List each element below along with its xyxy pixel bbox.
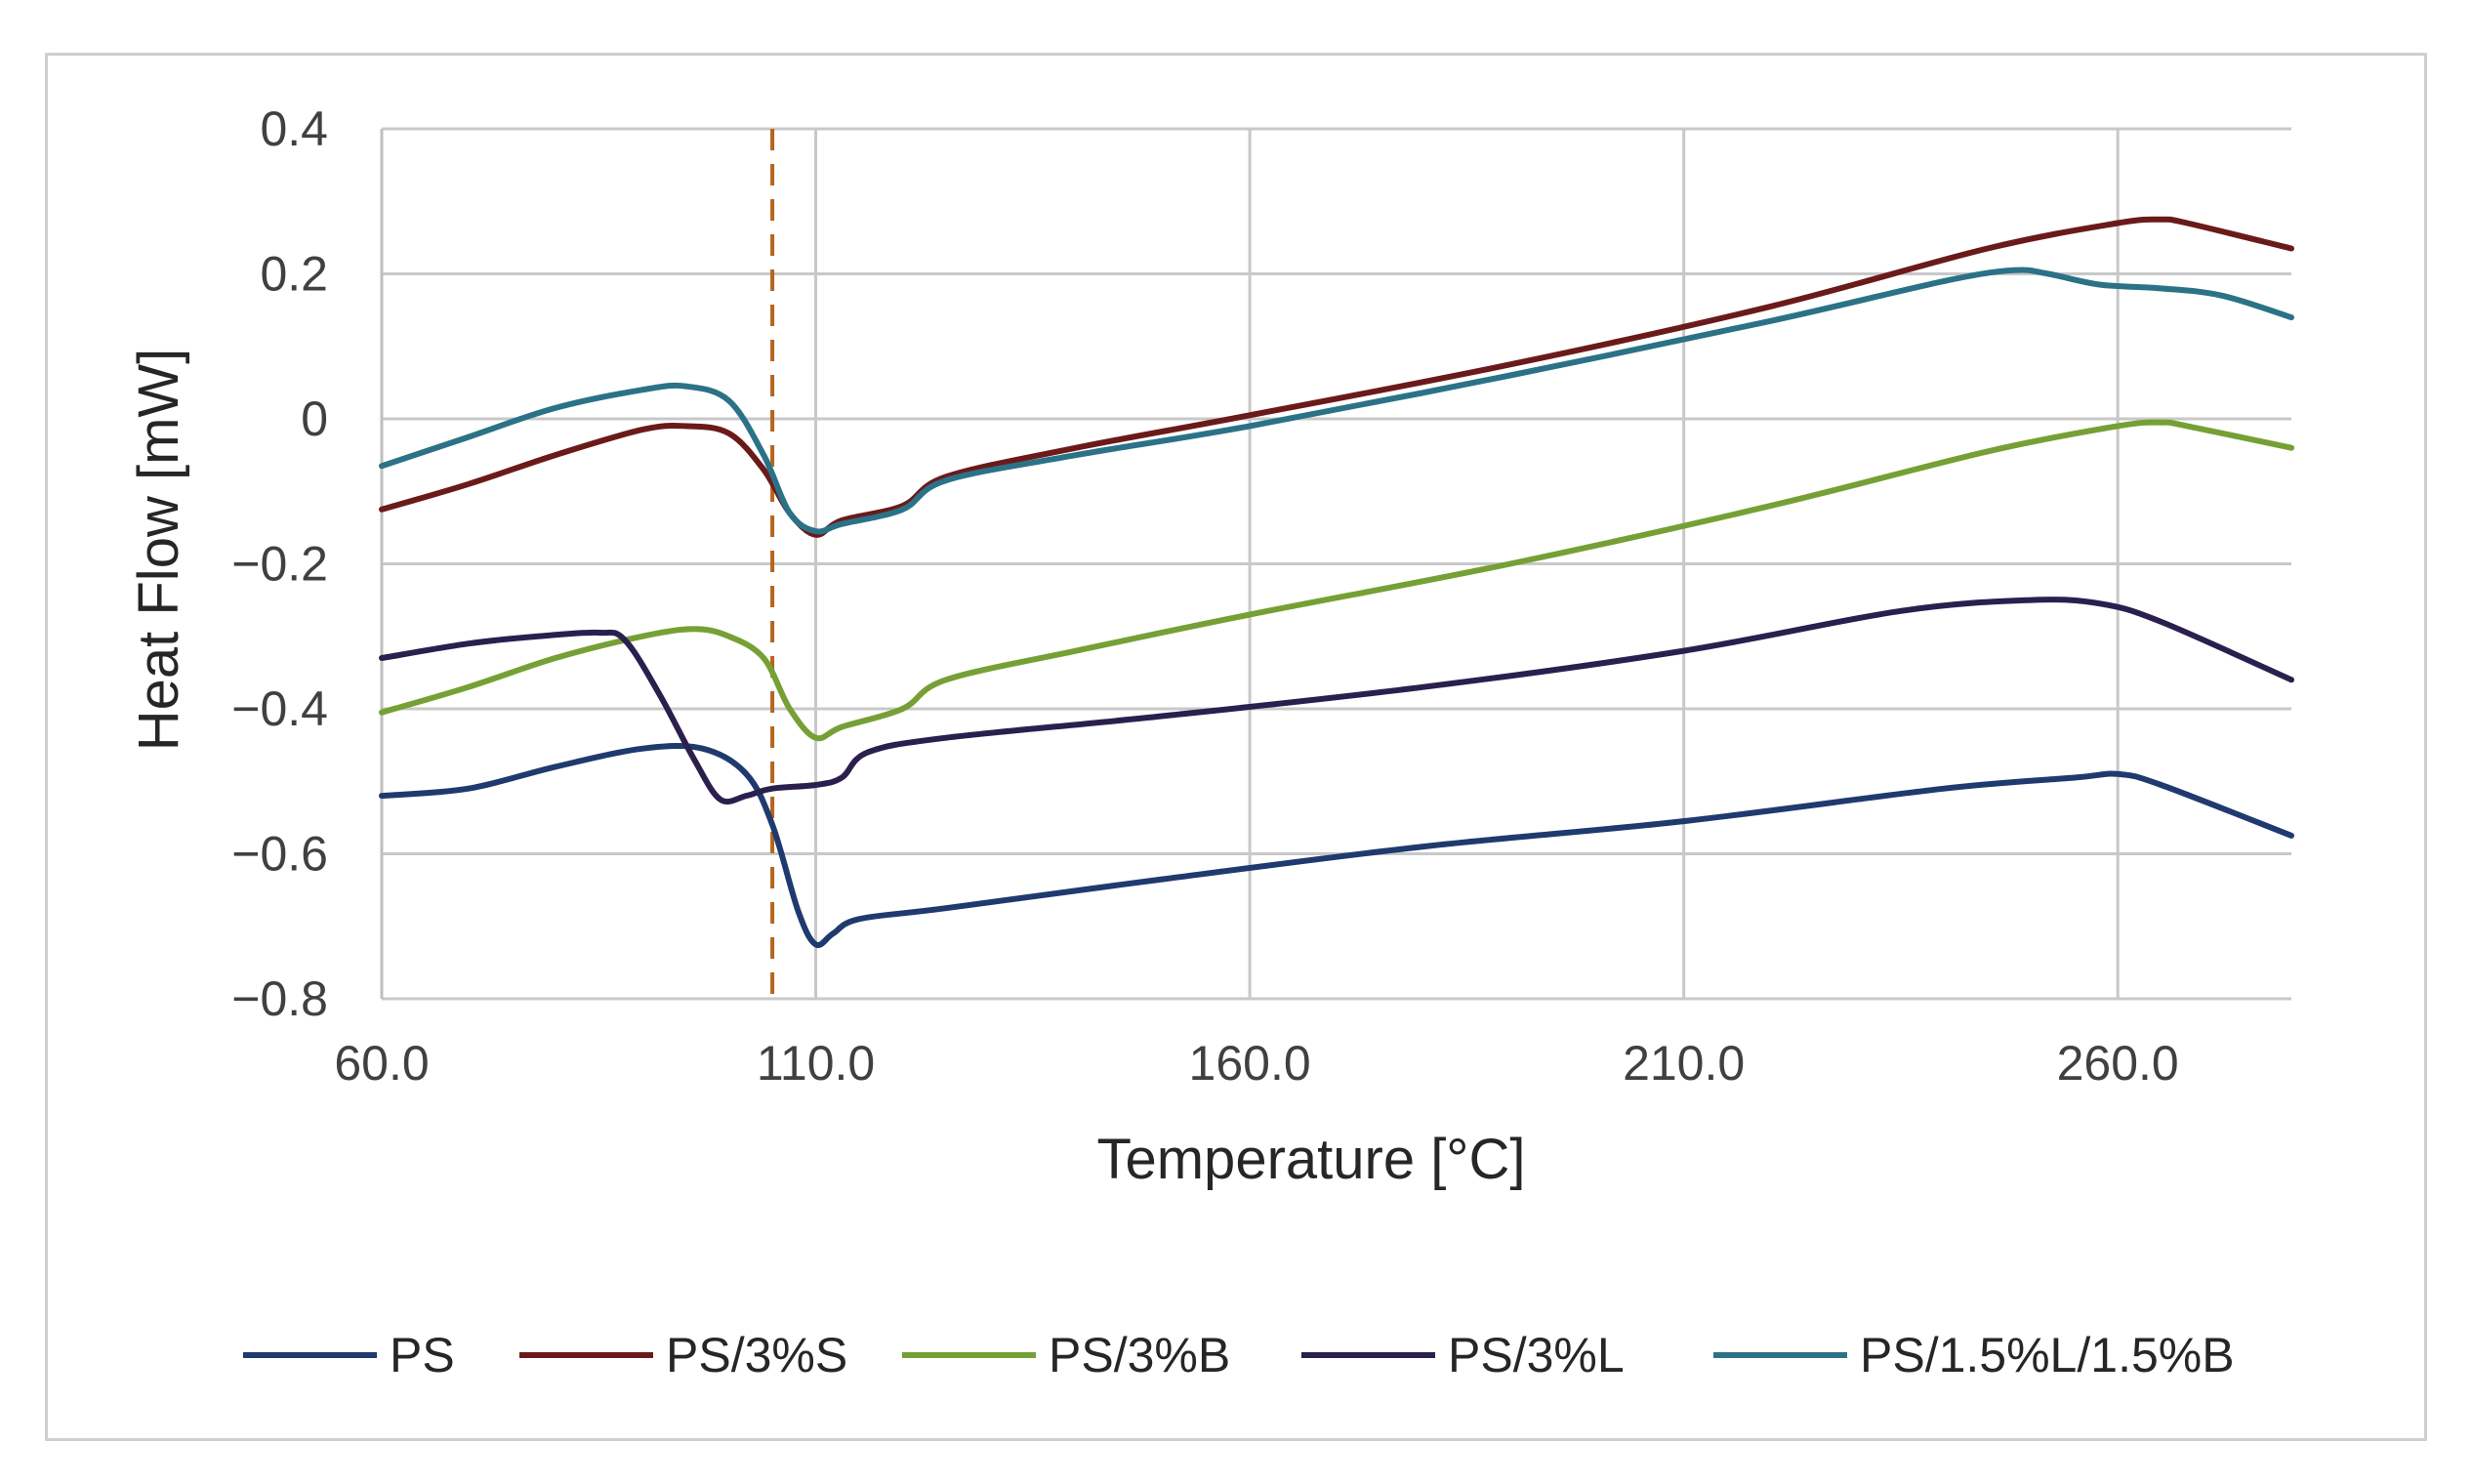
- series-line-0: [379, 743, 2294, 949]
- x-tick-label: 60.0: [334, 1036, 429, 1091]
- y-tick-label: −0.2: [231, 537, 328, 592]
- x-axis-title: Temperature [°C]: [1096, 1128, 1525, 1191]
- legend: PS PS/3%S PS/3%B PS/3%L PS/1.5%L/1.5%B: [243, 1328, 2235, 1382]
- tick-labels-layer: 0.4 0.2 0 −0.2 −0.4 −0.6 −0.860.0 110.0 160.0 210…: [231, 102, 2178, 1091]
- y-tick-label: −0.8: [231, 971, 328, 1026]
- chart-svg: 0.4 0.2 0 −0.2 −0.4 −0.6 −0.860.0 110.0 160.0 210…: [127, 102, 2294, 1382]
- x-tick-label: 210.0: [1623, 1036, 1745, 1091]
- y-tick-label: 0: [301, 392, 328, 446]
- x-tick-label: 110.0: [757, 1036, 875, 1091]
- legend-label-0: PS: [390, 1328, 455, 1382]
- x-tick-label: 260.0: [2057, 1036, 2179, 1091]
- grid-layer: [380, 127, 2291, 1001]
- y-tick-label: 0.2: [260, 247, 328, 302]
- chart-frame: 0.4 0.2 0 −0.2 −0.4 −0.6 −0.8 60.0 110.0 160.0 210…: [45, 53, 2427, 1441]
- legend-label-2: PS/3%B: [1049, 1328, 1230, 1382]
- series-line-3: [379, 597, 2294, 805]
- legend-label-4: PS/1.5%L/1.5%B: [1860, 1328, 2235, 1382]
- y-tick-label: −0.6: [231, 827, 328, 882]
- series-line-1: [379, 216, 2294, 538]
- series-layer: [379, 216, 2294, 949]
- y-axis-title: Heat Flow [mW]: [127, 349, 190, 752]
- series-line-4: [379, 267, 2294, 535]
- x-tick-label: 160.0: [1189, 1036, 1311, 1091]
- y-tick-label: −0.4: [231, 681, 328, 736]
- legend-label-3: PS/3%L: [1448, 1328, 1625, 1382]
- y-tick-label: 0.4: [260, 102, 328, 156]
- legend-label-1: PS/3%S: [666, 1328, 847, 1382]
- series-line-2: [379, 419, 2294, 742]
